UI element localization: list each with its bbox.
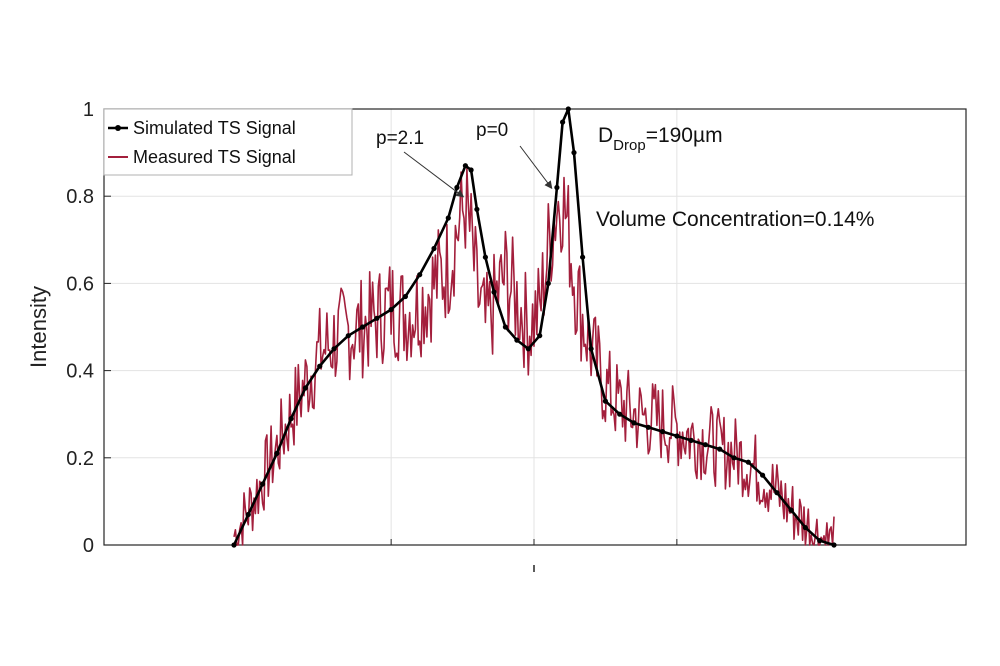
- drop-value: =190µm: [646, 124, 723, 147]
- simulated-point-31: [580, 254, 586, 260]
- simulated-point-15: [445, 215, 451, 221]
- annotation-arrow-1: [519, 145, 553, 190]
- simulated-point-8: [345, 333, 351, 339]
- simulated-point-27: [554, 184, 560, 191]
- series-simulated: [231, 106, 837, 548]
- simulated-point-0: [231, 542, 237, 548]
- simulated-point-35: [631, 420, 637, 426]
- simulated-point-47: [802, 525, 809, 531]
- simulated-point-33: [602, 398, 609, 404]
- volume-concentration-annotation: Volume Concentration=0.14%: [596, 208, 874, 231]
- simulated-point-11: [388, 307, 394, 313]
- simulated-point-44: [760, 472, 766, 478]
- drop-subscript: Drop: [613, 137, 646, 154]
- simulated-point-39: [688, 437, 694, 443]
- simulated-point-22: [502, 324, 508, 330]
- simulated-point-16: [454, 184, 460, 191]
- simulated-point-29: [565, 106, 571, 112]
- simulated-point-38: [674, 433, 680, 439]
- legend: Simulated TS Signal Measured TS Signal: [103, 108, 353, 176]
- simulated-point-10: [374, 315, 380, 321]
- y-axis-ticks: 0 0.2 0.4 0.6 0.8 1: [66, 99, 111, 557]
- simulated-point-19: [474, 206, 480, 212]
- simulated-point-6: [317, 363, 323, 369]
- simulated-point-24: [525, 346, 531, 352]
- simulated-point-40: [702, 442, 709, 448]
- simulated-point-14: [431, 245, 437, 252]
- y-tick-label-0: 0: [83, 535, 94, 557]
- simulated-point-4: [288, 416, 294, 422]
- simulated-point-23: [514, 337, 520, 343]
- annotation-label-1: p=0: [476, 120, 508, 141]
- legend-box: [103, 108, 353, 176]
- simulated-point-45: [774, 490, 780, 496]
- simulated-point-12: [402, 293, 408, 300]
- simulated-point-2: [260, 481, 266, 487]
- y-tick-label-1: 0.2: [66, 448, 94, 470]
- drop-diameter-annotation: DDrop=190µm: [598, 124, 723, 154]
- legend-label-measured: Measured TS Signal: [133, 147, 296, 167]
- simulated-point-7: [331, 346, 337, 352]
- y-tick-label-3: 0.6: [66, 273, 94, 295]
- annotations: p=2.1 p=0: [376, 120, 553, 198]
- annotation-arrow-0: [403, 151, 465, 198]
- legend-marker-simulated: [115, 125, 121, 131]
- simulated-point-36: [645, 424, 651, 430]
- plot-frame: [103, 108, 967, 546]
- simulated-point-28: [560, 119, 566, 125]
- measured-signal-line: [233, 167, 835, 546]
- simulated-point-3: [274, 450, 280, 456]
- simulated-point-49: [831, 542, 837, 548]
- simulated-point-5: [302, 385, 308, 391]
- simulated-point-37: [660, 429, 666, 435]
- simulated-point-25: [537, 333, 543, 339]
- simulated-point-41: [717, 446, 723, 452]
- svg-text:DDrop=190µm: DDrop=190µm: [598, 124, 723, 154]
- annotation-label-0: p=2.1: [376, 128, 424, 149]
- series: [231, 106, 837, 548]
- simulated-point-20: [482, 254, 488, 260]
- y-tick-label-4: 0.8: [66, 186, 94, 208]
- legend-label-simulated: Simulated TS Signal: [133, 118, 296, 138]
- y-tick-label-2: 0.4: [66, 361, 94, 383]
- drop-prefix: D: [598, 124, 613, 147]
- simulated-point-34: [617, 411, 623, 417]
- simulated-point-17: [462, 163, 468, 169]
- simulated-point-43: [745, 459, 751, 465]
- simulated-point-42: [731, 455, 737, 461]
- simulated-point-46: [788, 507, 794, 513]
- y-tick-label-5: 1: [83, 99, 94, 121]
- simulated-point-21: [491, 289, 497, 295]
- series-measured: [233, 167, 835, 546]
- simulated-point-32: [588, 346, 594, 352]
- simulated-point-9: [360, 324, 366, 330]
- simulated-point-13: [417, 272, 423, 278]
- y-axis-label: Intensity: [26, 286, 51, 368]
- simulated-point-1: [245, 511, 251, 518]
- simulated-point-26: [545, 280, 551, 286]
- x-axis-ticks: [390, 539, 678, 572]
- simulated-point-18: [468, 167, 474, 173]
- simulated-point-30: [571, 150, 577, 156]
- simulated-point-48: [817, 538, 823, 544]
